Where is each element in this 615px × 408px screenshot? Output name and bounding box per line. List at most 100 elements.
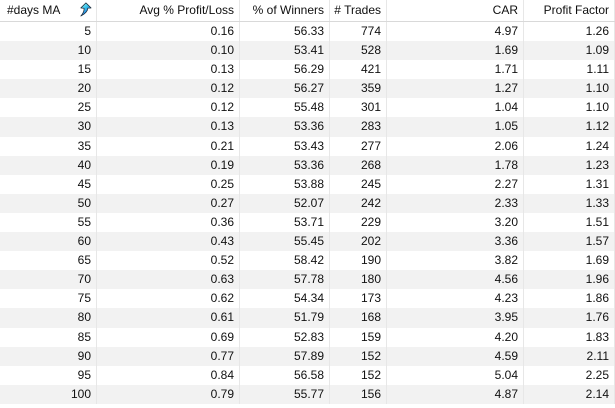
column-header-num-trades[interactable]: # Trades: [330, 0, 387, 21]
cell-pct-winners: 53.41: [240, 41, 330, 61]
table-row[interactable]: 5 0.16 56.33 774 4.97 1.26: [0, 22, 615, 42]
table-row[interactable]: 30 0.13 53.36 283 1.05 1.12: [0, 117, 615, 137]
cell-avg-profit-loss: 0.52: [97, 251, 240, 271]
cell-profit-factor: 1.69: [524, 251, 615, 271]
cell-car: 1.69: [387, 41, 524, 61]
cell-profit-factor: 1.12: [524, 117, 615, 137]
cell-num-trades: 168: [330, 308, 387, 328]
table-row[interactable]: 40 0.19 53.36 268 1.78 1.23: [0, 155, 615, 175]
table-row[interactable]: 70 0.63 57.78 180 4.56 1.96: [0, 270, 615, 290]
cell-pct-winners: 56.58: [240, 365, 330, 385]
cell-num-trades: 152: [330, 346, 387, 366]
cell-pct-winners: 57.78: [240, 270, 330, 290]
column-header-avg-profit-loss[interactable]: Avg % Profit/Loss: [97, 0, 240, 21]
cell-pct-winners: 57.89: [240, 346, 330, 366]
cell-avg-profit-loss: 0.12: [97, 79, 240, 99]
cell-avg-profit-loss: 0.69: [97, 327, 240, 347]
cell-profit-factor: 1.10: [524, 79, 615, 99]
table-row[interactable]: 45 0.25 53.88 245 2.27 1.31: [0, 174, 615, 194]
cell-num-trades: 173: [330, 289, 387, 309]
cell-days-ma: 50: [0, 193, 97, 213]
cell-avg-profit-loss: 0.43: [97, 232, 240, 252]
table-header: #days MA Avg % Profit/Loss % of Winners …: [0, 0, 615, 22]
column-header-profit-factor[interactable]: Profit Factor: [524, 0, 615, 21]
table-row[interactable]: 35 0.21 53.43 277 2.06 1.24: [0, 136, 615, 156]
cell-days-ma: 30: [0, 117, 97, 137]
cell-days-ma: 70: [0, 270, 97, 290]
cell-pct-winners: 54.34: [240, 289, 330, 309]
cell-profit-factor: 1.86: [524, 289, 615, 309]
cell-num-trades: 301: [330, 98, 387, 118]
table-row[interactable]: 80 0.61 51.79 168 3.95 1.76: [0, 308, 615, 328]
cell-profit-factor: 2.25: [524, 365, 615, 385]
cell-car: 3.82: [387, 251, 524, 271]
cell-days-ma: 20: [0, 79, 97, 99]
cell-days-ma: 15: [0, 60, 97, 80]
table-row[interactable]: 65 0.52 58.42 190 3.82 1.69: [0, 251, 615, 271]
cell-num-trades: 528: [330, 41, 387, 61]
cell-profit-factor: 1.24: [524, 136, 615, 156]
table-row[interactable]: 55 0.36 53.71 229 3.20 1.51: [0, 212, 615, 233]
cell-avg-profit-loss: 0.79: [97, 384, 240, 404]
cell-num-trades: 283: [330, 117, 387, 137]
cell-profit-factor: 1.33: [524, 193, 615, 213]
cell-days-ma: 10: [0, 41, 97, 61]
cell-car: 4.59: [387, 346, 524, 366]
cell-profit-factor: 1.26: [524, 22, 615, 42]
cell-profit-factor: 1.31: [524, 174, 615, 194]
cell-pct-winners: 53.88: [240, 174, 330, 194]
column-header-pct-winners[interactable]: % of Winners: [240, 0, 330, 21]
cell-avg-profit-loss: 0.84: [97, 365, 240, 385]
column-header-car[interactable]: CAR: [387, 0, 524, 21]
table-row[interactable]: 20 0.12 56.27 359 1.27 1.10: [0, 79, 615, 99]
cell-num-trades: 180: [330, 270, 387, 290]
column-header-label: #days MA: [7, 3, 61, 17]
cell-car: 3.20: [387, 212, 524, 233]
cell-car: 1.71: [387, 60, 524, 80]
cell-pct-winners: 52.07: [240, 193, 330, 213]
cell-pct-winners: 53.36: [240, 117, 330, 137]
table-row[interactable]: 50 0.27 52.07 242 2.33 1.33: [0, 193, 615, 213]
table-row[interactable]: 85 0.69 52.83 159 4.20 1.83: [0, 327, 615, 347]
table-row[interactable]: 90 0.77 57.89 152 4.59 2.11: [0, 346, 615, 366]
column-header-days-ma[interactable]: #days MA: [0, 0, 97, 21]
table-row[interactable]: 95 0.84 56.58 152 5.04 2.25: [0, 365, 615, 385]
cell-pct-winners: 55.77: [240, 384, 330, 404]
cell-pct-winners: 58.42: [240, 251, 330, 271]
cell-car: 1.05: [387, 117, 524, 137]
cell-days-ma: 75: [0, 289, 97, 309]
cell-avg-profit-loss: 0.63: [97, 270, 240, 290]
table-row[interactable]: 10 0.10 53.41 528 1.69 1.09: [0, 41, 615, 61]
table-row[interactable]: 60 0.43 55.45 202 3.36 1.57: [0, 232, 615, 252]
cell-days-ma: 35: [0, 136, 97, 156]
table-row[interactable]: 25 0.12 55.48 301 1.04 1.10: [0, 98, 615, 118]
cell-pct-winners: 55.48: [240, 98, 330, 118]
cell-profit-factor: 1.96: [524, 270, 615, 290]
cell-car: 1.04: [387, 98, 524, 118]
cell-days-ma: 90: [0, 346, 97, 366]
cell-num-trades: 152: [330, 365, 387, 385]
cell-car: 2.27: [387, 174, 524, 194]
cell-num-trades: 359: [330, 79, 387, 99]
cell-days-ma: 85: [0, 327, 97, 347]
table-row[interactable]: 15 0.13 56.29 421 1.71 1.11: [0, 60, 615, 80]
table-row[interactable]: 75 0.62 54.34 173 4.23 1.86: [0, 289, 615, 309]
cell-avg-profit-loss: 0.16: [97, 22, 240, 42]
cell-profit-factor: 1.57: [524, 232, 615, 252]
table-row[interactable]: 100 0.79 55.77 156 4.87 2.14: [0, 384, 615, 404]
cell-pct-winners: 55.45: [240, 232, 330, 252]
cell-car: 5.04: [387, 365, 524, 385]
cell-car: 4.97: [387, 22, 524, 42]
cell-days-ma: 100: [0, 384, 97, 404]
cell-avg-profit-loss: 0.77: [97, 346, 240, 366]
cell-pct-winners: 53.43: [240, 136, 330, 156]
cell-profit-factor: 1.23: [524, 155, 615, 175]
cell-days-ma: 40: [0, 155, 97, 175]
cell-pct-winners: 56.29: [240, 60, 330, 80]
sort-ascending-icon[interactable]: [77, 2, 94, 19]
cell-num-trades: 159: [330, 327, 387, 347]
cell-days-ma: 55: [0, 212, 97, 233]
cell-pct-winners: 56.33: [240, 22, 330, 42]
cell-car: 3.95: [387, 308, 524, 328]
